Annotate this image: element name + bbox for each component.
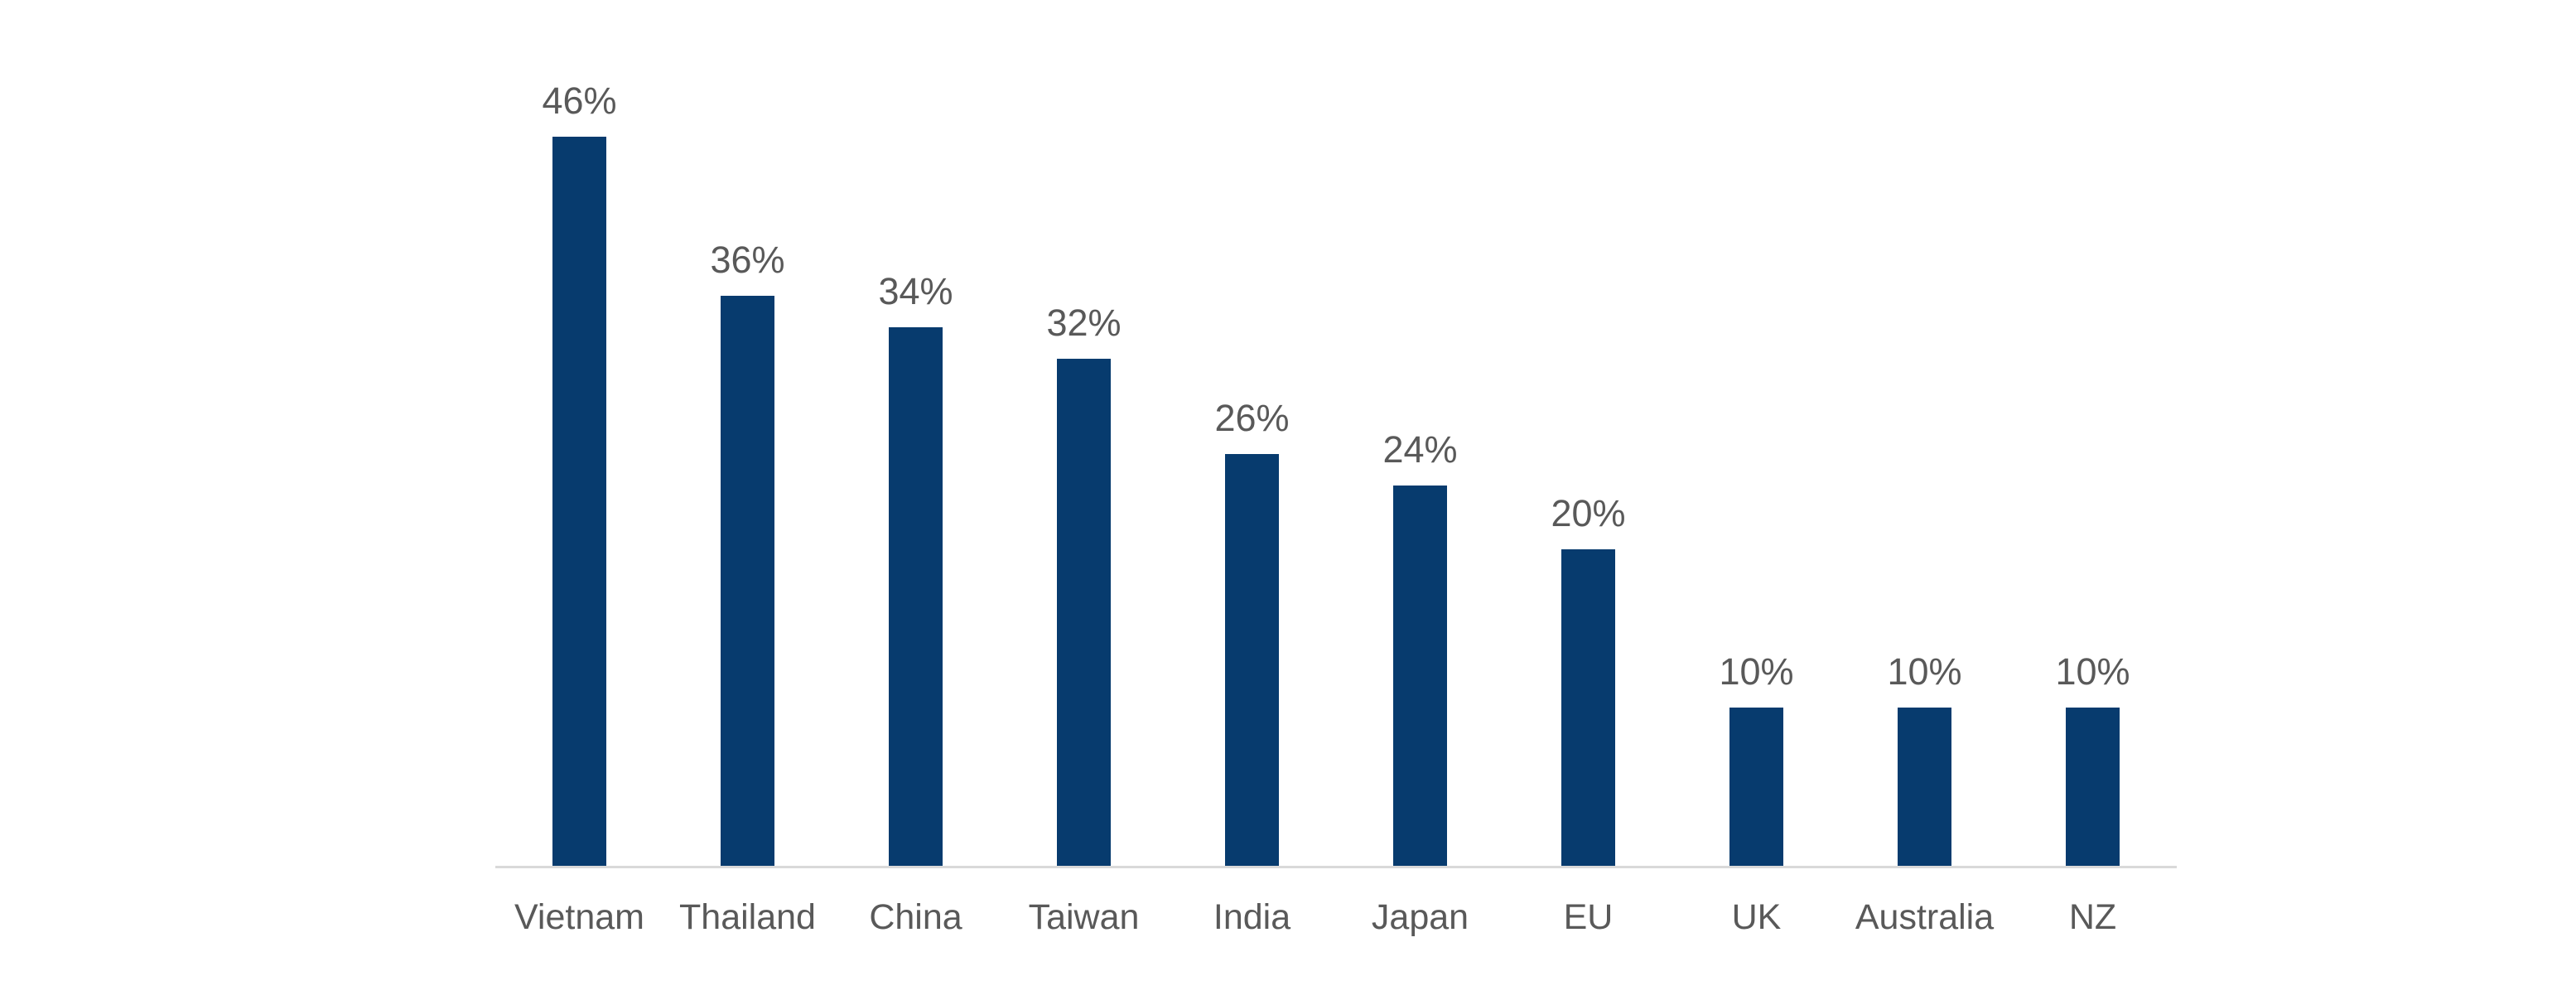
x-axis-label: EU: [1563, 897, 1614, 937]
bar-value-label: 26%: [1214, 397, 1290, 439]
bar-japan: [1393, 486, 1447, 867]
bar-value-label: 46%: [542, 80, 617, 122]
x-axis-label: Japan: [1371, 897, 1469, 937]
bar-uk: [1729, 708, 1783, 867]
x-axis-label: China: [869, 897, 962, 937]
bar-value-label: 36%: [710, 239, 785, 281]
bar-taiwan: [1057, 359, 1111, 867]
x-axis-label: Thailand: [679, 897, 816, 937]
x-axis-label: Australia: [1855, 897, 1995, 937]
bar-value-label: 10%: [1887, 650, 1962, 693]
x-axis-line: [495, 866, 2177, 868]
bar-value-label: 10%: [2055, 650, 2130, 693]
x-axis-label: UK: [1731, 897, 1782, 937]
bar-value-label: 34%: [878, 270, 953, 312]
bar-value-label: 24%: [1382, 428, 1458, 471]
bar-value-label: 20%: [1551, 492, 1626, 534]
bar-value-label: 10%: [1719, 650, 1794, 693]
x-axis-label: NZ: [2068, 897, 2117, 937]
x-axis-label: India: [1213, 897, 1291, 937]
bar-thailand: [721, 296, 774, 867]
bar-china: [889, 327, 943, 867]
bar-value-label: 32%: [1046, 302, 1122, 344]
bar-australia: [1898, 708, 1951, 867]
x-axis-label: Vietnam: [514, 897, 644, 937]
bar-eu: [1561, 549, 1615, 867]
bar-nz: [2066, 708, 2120, 867]
bar-vietnam: [552, 137, 606, 867]
x-axis-label: Taiwan: [1028, 897, 1140, 937]
bar-india: [1225, 454, 1279, 867]
